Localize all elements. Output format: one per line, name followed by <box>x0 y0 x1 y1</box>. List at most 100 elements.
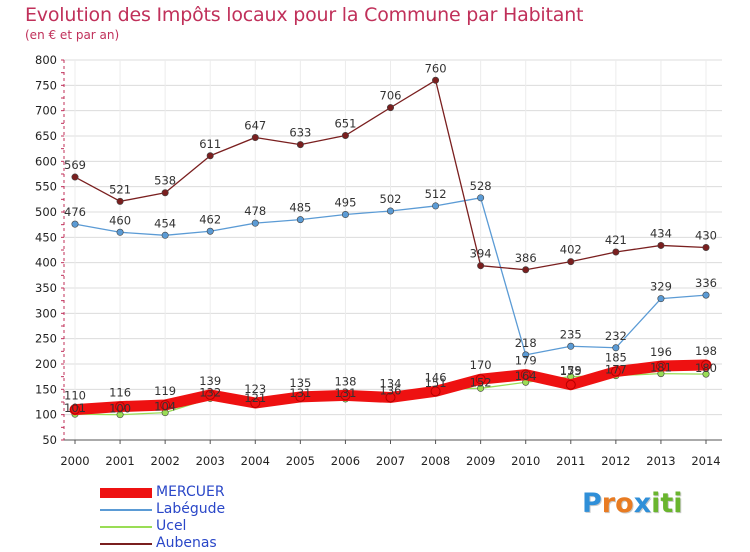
y-tick-label-800: 800 <box>35 53 57 67</box>
point-mercuer-2012 <box>610 366 621 377</box>
data-label-labgude-2011: 235 <box>560 327 582 341</box>
data-label-low-1-2008: 151 <box>425 376 447 390</box>
x-tick-label-2003: 2003 <box>196 454 225 468</box>
data-label-low-0-2006: 138 <box>334 374 356 388</box>
data-label-labgude-2001: 460 <box>109 213 131 227</box>
data-label-aubenas-2005: 633 <box>289 126 311 140</box>
point-labgude-2014 <box>702 291 710 299</box>
data-label-low-1-2004: 121 <box>244 391 266 405</box>
data-label-low-0-2003: 139 <box>199 374 221 388</box>
point-labgude-2003 <box>206 227 214 235</box>
point-mercuer-2009 <box>475 374 486 385</box>
point-labgude-2013 <box>657 295 665 303</box>
point-aubenas-2007 <box>386 104 394 112</box>
data-label-low-0-2000: 110 <box>64 389 86 403</box>
data-label-aubenas-2006: 651 <box>334 116 356 130</box>
data-label-low-1-2001: 100 <box>109 402 131 416</box>
y-tick-label-600: 600 <box>35 154 57 168</box>
data-label-aubenas-2013: 434 <box>650 226 672 240</box>
y-tick-label-550: 550 <box>35 180 57 194</box>
data-label-aubenas-2003: 611 <box>199 137 221 151</box>
x-tick-label-2005: 2005 <box>286 454 315 468</box>
data-label-labgude-2012: 232 <box>605 329 627 343</box>
x-tick-label-2000: 2000 <box>60 454 89 468</box>
chart-title: Evolution des Impôts locaux pour la Comm… <box>25 4 584 26</box>
legend-swatch-labgude <box>100 509 152 511</box>
data-label-low-0-2010: 179 <box>515 354 537 368</box>
data-label-low-1-2007: 136 <box>380 383 402 397</box>
point-aubenas-2001 <box>116 197 124 205</box>
legend-swatch-aubenas <box>100 543 152 545</box>
y-tick-label-300: 300 <box>35 306 57 320</box>
data-label-low-1-2000: 101 <box>64 401 86 415</box>
x-tick-label-2006: 2006 <box>331 454 360 468</box>
y-tick-label-750: 750 <box>35 78 57 92</box>
data-label-low-1-2013: 181 <box>650 361 672 375</box>
data-label-low-0-2014: 198 <box>695 344 717 358</box>
logo-letter: P <box>582 488 602 519</box>
point-mercuer-2001 <box>115 401 126 412</box>
data-label-labgude-2005: 485 <box>289 201 311 215</box>
legend-label-mercuer: MERCUER <box>156 484 225 500</box>
legend-swatch-ucel <box>100 526 152 528</box>
data-label-labgude-2007: 502 <box>380 192 402 206</box>
data-label-low-1-2011: 159 <box>560 364 582 378</box>
data-label-low-1-2010: 164 <box>515 369 537 383</box>
point-mercuer-2005 <box>295 391 306 402</box>
y-tick-label-650: 650 <box>35 129 57 143</box>
data-label-low-1-2005: 131 <box>289 386 311 400</box>
data-label-labgude-2009: 528 <box>470 179 492 193</box>
x-tick-label-2001: 2001 <box>105 454 134 468</box>
data-label-labgude-2010: 218 <box>515 336 537 350</box>
data-label-labgude-2002: 454 <box>154 216 176 230</box>
point-mercuer-2003 <box>205 389 216 400</box>
point-aubenas-2008 <box>432 76 440 84</box>
data-label-aubenas-2008: 760 <box>425 61 447 75</box>
data-label-aubenas-2007: 706 <box>380 89 402 103</box>
point-mercuer-2008 <box>430 386 441 397</box>
data-label-low-0-2004: 123 <box>244 382 266 396</box>
point-aubenas-2013 <box>657 241 665 249</box>
point-aubenas-2012 <box>612 248 620 256</box>
data-label-low-0-2002: 119 <box>154 384 176 398</box>
data-label-low-0-2008: 146 <box>425 370 447 384</box>
data-label-labgude-2004: 478 <box>244 204 266 218</box>
point-aubenas-2002 <box>161 189 169 197</box>
y-tick-label-450: 450 <box>35 230 57 244</box>
y-tick-label-100: 100 <box>35 408 57 422</box>
data-label-aubenas-2010: 386 <box>515 251 537 265</box>
y-tick-label-400: 400 <box>35 256 57 270</box>
point-labgude-2009 <box>477 194 485 202</box>
data-label-low-1-2012: 177 <box>605 363 627 377</box>
point-mercuer-2013 <box>655 361 666 372</box>
point-aubenas-2003 <box>206 152 214 160</box>
legend-swatch-mercuer <box>100 488 152 498</box>
data-label-low-1-2009: 152 <box>470 375 492 389</box>
data-label-low-1-2006: 131 <box>334 386 356 400</box>
data-label-low-1-2014: 180 <box>695 361 717 375</box>
point-labgude-2011 <box>567 342 575 350</box>
point-aubenas-2009 <box>477 262 485 270</box>
point-aubenas-2004 <box>251 134 259 142</box>
x-tick-label-2010: 2010 <box>511 454 540 468</box>
data-label-aubenas-2012: 421 <box>605 233 627 247</box>
data-label-aubenas-2002: 538 <box>154 174 176 188</box>
point-labgude-2002 <box>161 231 169 239</box>
point-mercuer-2006 <box>340 390 351 401</box>
point-mercuer-2002 <box>160 400 171 411</box>
logo-letter: x <box>633 488 652 519</box>
y-tick-label-50: 50 <box>42 433 57 447</box>
point-aubenas-2014 <box>702 243 710 251</box>
data-label-labgude-2006: 495 <box>334 196 356 210</box>
point-labgude-2010 <box>522 351 530 359</box>
point-labgude-2000 <box>71 220 79 228</box>
point-aubenas-2005 <box>296 141 304 149</box>
point-aubenas-2000 <box>71 173 79 181</box>
logo-letter: t <box>660 488 674 519</box>
x-tick-label-2014: 2014 <box>691 454 720 468</box>
point-labgude-2008 <box>432 202 440 210</box>
x-tick-label-2009: 2009 <box>466 454 495 468</box>
data-label-low-0-2009: 170 <box>470 358 492 372</box>
y-tick-label-150: 150 <box>35 382 57 396</box>
